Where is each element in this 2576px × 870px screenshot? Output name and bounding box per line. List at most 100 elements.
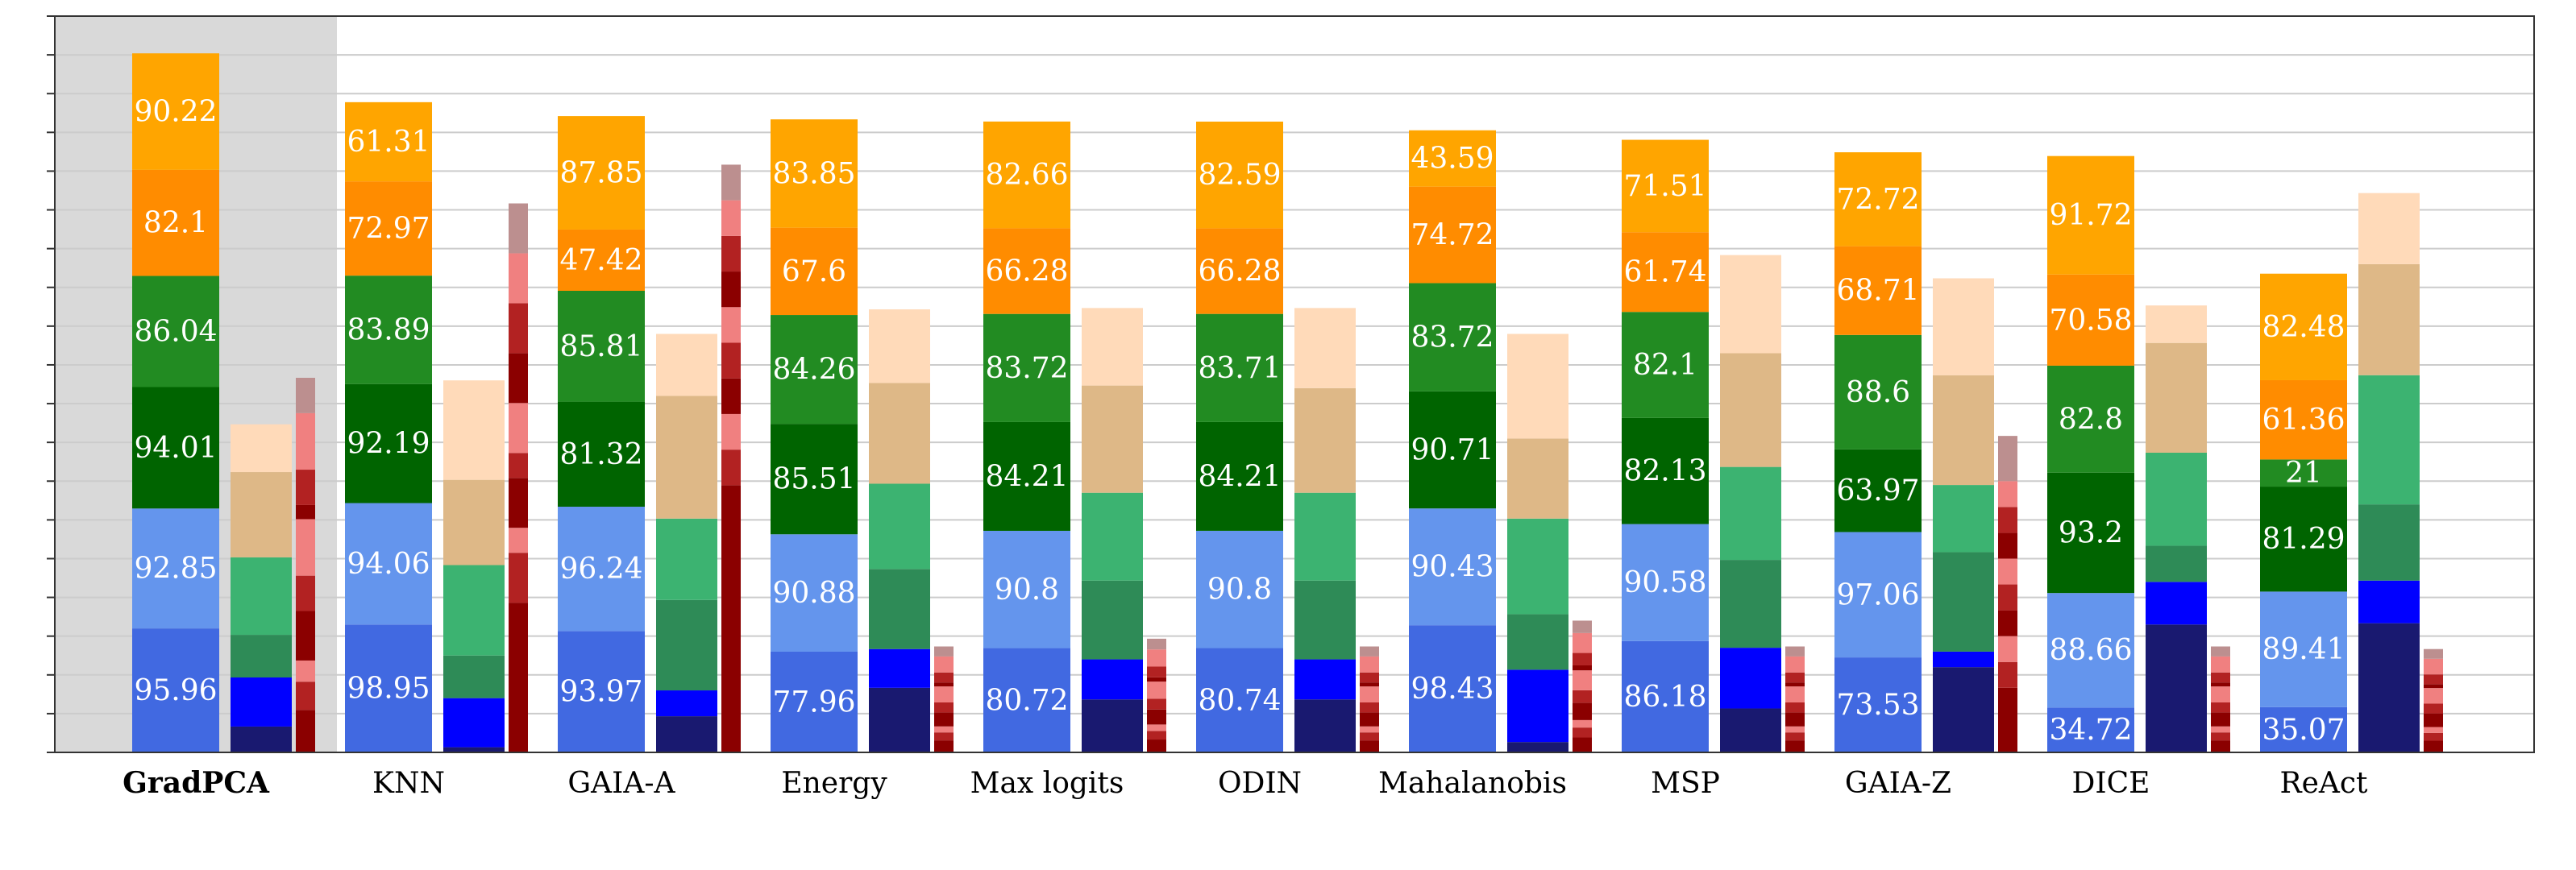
- bar-segment-third: [934, 656, 954, 673]
- bar-segment-main: [1409, 508, 1496, 626]
- bar-segment-second: [1507, 518, 1568, 615]
- bar-segment-second: [231, 677, 292, 727]
- data-label: 72.72: [1836, 183, 1919, 216]
- bar-segment-third: [296, 377, 315, 413]
- bar-segment-third: [934, 686, 954, 702]
- bar-segment-main: [983, 228, 1070, 314]
- bar-segment-second: [1294, 699, 1356, 752]
- bar-segment-third: [2211, 686, 2230, 702]
- bar-segment-main: [345, 276, 432, 384]
- bar-segment-third: [1573, 719, 1592, 728]
- bar-segment-main: [1196, 530, 1283, 648]
- bar-segment-third: [1360, 682, 1379, 687]
- bar-segment-third: [721, 342, 741, 379]
- data-label: 74.72: [1411, 219, 1494, 252]
- bar-segment-main: [1196, 648, 1283, 752]
- x-tick-label: ODIN: [1218, 767, 1302, 800]
- bar-segment-second: [656, 716, 717, 752]
- data-label: 81.32: [559, 438, 642, 471]
- data-label: 47.42: [559, 244, 642, 277]
- bar-segment-second: [1294, 492, 1356, 581]
- bar-segment-main: [1622, 640, 1709, 752]
- data-label: 82.48: [2262, 311, 2345, 344]
- data-label: 80.72: [985, 684, 1068, 717]
- bar-segment-main: [2260, 273, 2347, 380]
- data-label: 68.71: [1836, 275, 1919, 308]
- bar-segment-main: [771, 424, 858, 535]
- data-label: 90.71: [1411, 433, 1494, 466]
- data-label: 90.22: [134, 96, 217, 129]
- bar-segment-second: [1720, 560, 1781, 648]
- data-label: 92.19: [347, 428, 430, 461]
- bar-segment-third: [2211, 702, 2230, 713]
- bar-segment-second: [1933, 552, 1994, 652]
- data-label: 66.28: [1198, 255, 1281, 288]
- bar-segment-third: [2211, 712, 2230, 727]
- bar-segment-third: [1573, 702, 1592, 720]
- bar-segment-main: [2047, 593, 2134, 708]
- bar-segment-second: [1720, 466, 1781, 561]
- bar-segment-main: [1196, 421, 1283, 531]
- bar-segment-third: [1360, 656, 1379, 673]
- bar-segment-main: [1834, 152, 1922, 246]
- bar-segment-main: [345, 102, 432, 182]
- bar-segment-second: [1082, 308, 1143, 386]
- bar-segment-third: [296, 470, 315, 505]
- bar-segment-second: [2358, 580, 2420, 624]
- bar-segment-third: [1998, 584, 2017, 611]
- bar-segment-third: [2424, 703, 2443, 714]
- bar-segment-main: [1622, 232, 1709, 313]
- bar-segment-third: [1360, 726, 1379, 733]
- bar-segment-main: [983, 530, 1070, 648]
- data-label: 89.41: [2262, 633, 2345, 666]
- bar-segment-third: [2424, 740, 2443, 752]
- data-label: 92.85: [134, 553, 217, 586]
- data-label: 98.43: [1411, 673, 1494, 706]
- bar-segment-third: [1573, 670, 1592, 690]
- bar-segment-main: [1834, 334, 1922, 450]
- bar-segment-main: [1409, 391, 1496, 509]
- bar-segment-third: [1785, 646, 1805, 657]
- bar-segment-second: [2146, 545, 2207, 582]
- bar-segment-main: [132, 628, 219, 752]
- bar-segment-third: [1360, 732, 1379, 741]
- bar-segment-third: [2211, 732, 2230, 741]
- data-label: 90.88: [772, 577, 855, 610]
- x-tick-label: DICE: [2072, 767, 2150, 800]
- data-label: 93.97: [559, 676, 642, 709]
- bar-segment-second: [869, 383, 930, 484]
- bar-segment-third: [1360, 646, 1379, 657]
- bar-segment-third: [296, 519, 315, 576]
- bar-segment-second: [1933, 651, 1994, 668]
- bar-segment-second: [1082, 659, 1143, 700]
- bar-segment-third: [1360, 740, 1379, 752]
- bar-segment-second: [1720, 255, 1781, 354]
- bar-segment-second: [1294, 387, 1356, 493]
- data-label: 71.51: [1623, 170, 1706, 203]
- data-label: 85.81: [559, 330, 642, 363]
- bar-segment-third: [2424, 688, 2443, 704]
- data-label: 87.85: [559, 157, 642, 190]
- data-label: 34.72: [2049, 714, 2132, 747]
- bar-segment-third: [1360, 686, 1379, 702]
- bar-segment-main: [983, 421, 1070, 531]
- data-label: 94.01: [134, 432, 217, 465]
- bar-segment-second: [443, 747, 505, 752]
- data-label: 70.58: [2049, 304, 2132, 337]
- bar-segment-third: [2211, 740, 2230, 752]
- bar-segment-third: [934, 702, 954, 713]
- bar-segment-main: [2047, 365, 2134, 473]
- data-label: 85.51: [772, 463, 855, 496]
- bar-segment-main: [1196, 313, 1283, 422]
- bar-segment-third: [509, 303, 528, 354]
- bar-segment-third: [509, 528, 528, 553]
- bar-segment-main: [983, 121, 1070, 229]
- bar-segment-main: [2260, 379, 2347, 460]
- bar-segment-main: [2260, 459, 2347, 487]
- bar-segment-third: [1147, 724, 1166, 731]
- bar-segment-third: [934, 712, 954, 727]
- bar-segment-main: [1196, 121, 1283, 229]
- bar-segment-third: [1360, 672, 1379, 683]
- bar-segment-main: [2260, 487, 2347, 592]
- bar-segment-main: [132, 387, 219, 509]
